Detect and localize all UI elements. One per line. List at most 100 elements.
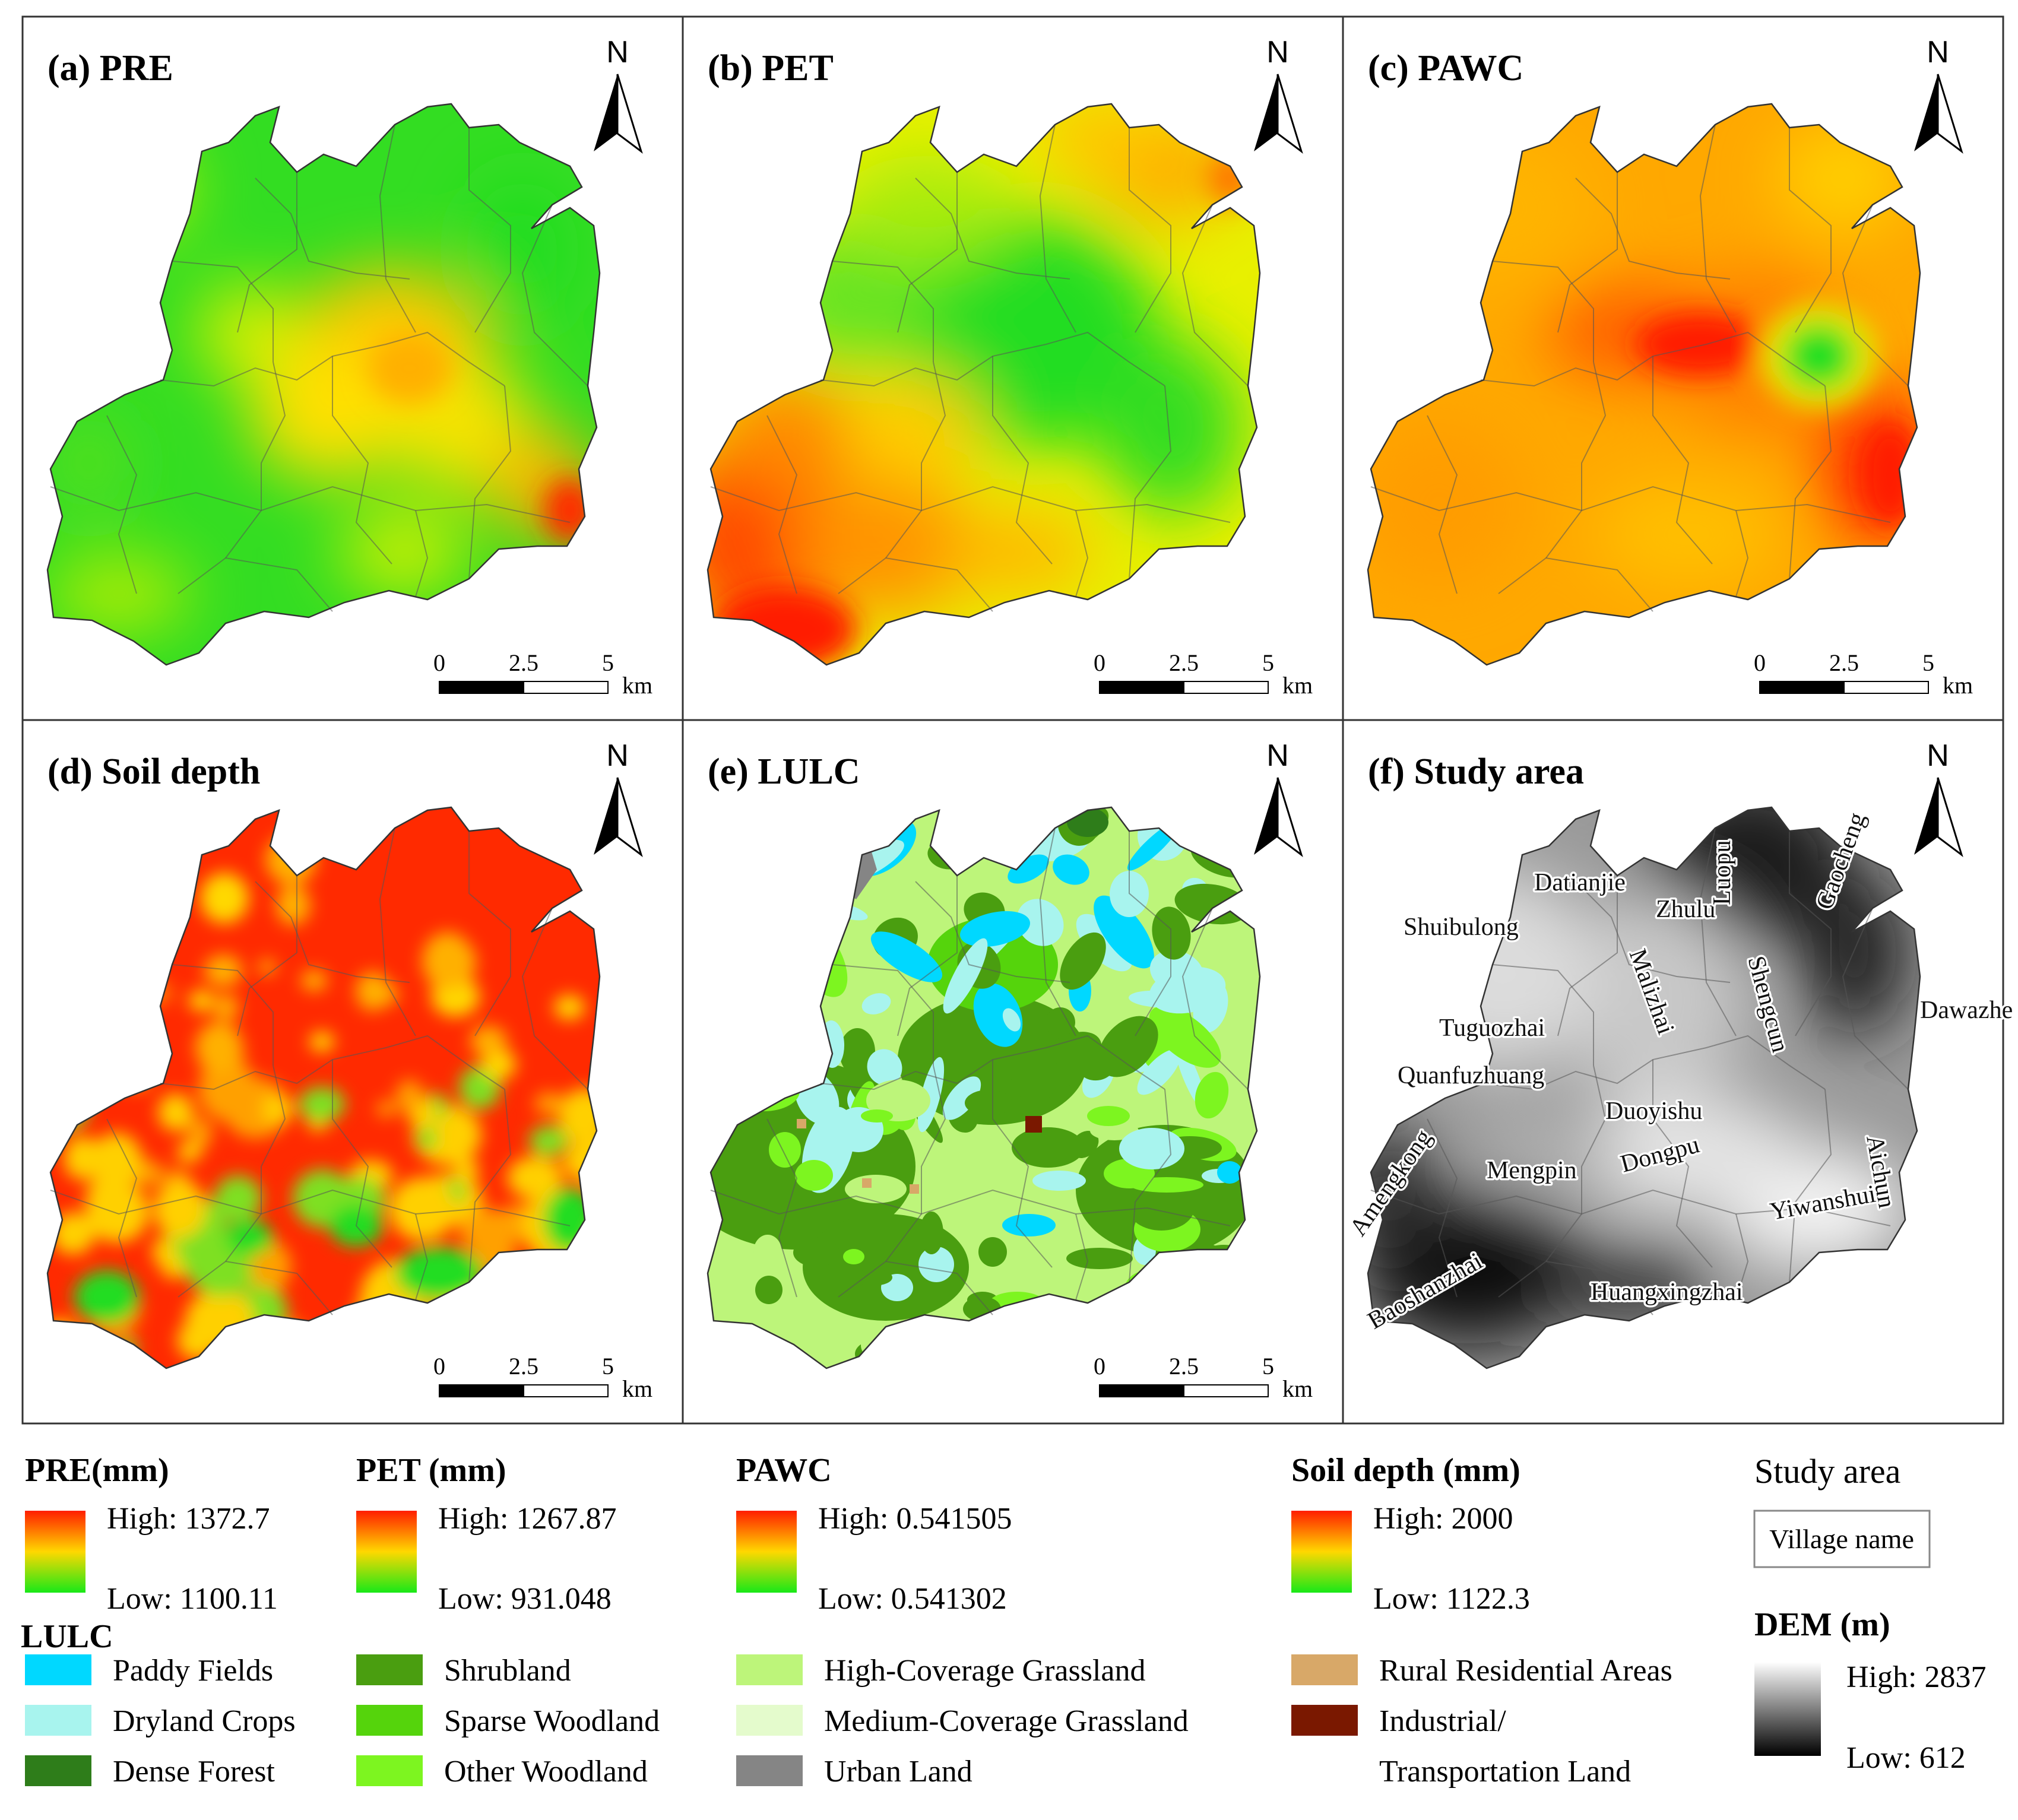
village-label: Dawazhe [1920, 997, 2013, 1024]
legend-lulc-item: Urban Land [736, 1755, 972, 1789]
legend-lulc-item: Sparse Woodland [356, 1704, 660, 1738]
legend-lulc-label: Sparse Woodland [444, 1704, 660, 1738]
legend-high: High: 1372.7 [107, 1502, 270, 1536]
legend-lulc-label: Other Woodland [444, 1755, 648, 1789]
panel-title: (e) LULC [708, 752, 860, 792]
panel-c-overlay: (c) PAWC N 0 2.5 5 km [1368, 35, 1973, 699]
panel-pet-map [707, 103, 1261, 666]
legend-village-name: Village name [1769, 1524, 1914, 1554]
legend-swatch [356, 1755, 423, 1786]
legend-low: Low: 0.541302 [818, 1582, 1007, 1616]
panel-f-overlay: (f) Study area N [1368, 738, 1963, 857]
panel-title: (a) PRE [47, 48, 173, 88]
panel-soil-depth-map [46, 806, 601, 1369]
village-label: Zhulu [1656, 896, 1715, 923]
legend-high: High: 1267.87 [438, 1502, 616, 1536]
scale-tick-label: 2.5 [1169, 1353, 1199, 1380]
legend-title: PRE(mm) [25, 1452, 169, 1489]
legend-lulc-item: Dryland Crops [25, 1704, 296, 1738]
scale-tick-label: 0 [433, 1353, 445, 1380]
north-label: N [1927, 738, 1949, 773]
legend-swatch [356, 1654, 423, 1685]
legend-lulc-label: Rural Residential Areas [1379, 1654, 1672, 1688]
scale-bar: 0 2.5 5 km [1754, 649, 1973, 699]
legend-lulc-item: Medium-Coverage Grassland [736, 1704, 1189, 1738]
village-label: Tuguozhai [1439, 1014, 1545, 1042]
village-label: Datianjie [1534, 869, 1626, 896]
panel-title: (c) PAWC [1368, 48, 1523, 88]
scale-tick-label: 2.5 [1829, 649, 1859, 676]
panel-title: (f) Study area [1368, 752, 1584, 792]
scale-tick-label: 2.5 [509, 649, 538, 676]
legend-swatch [25, 1755, 91, 1786]
legend-title: PAWC [736, 1452, 832, 1489]
legend-title: PET (mm) [356, 1452, 506, 1489]
panel-b-overlay: (b) PET N 0 2.5 5 km [708, 35, 1313, 699]
legend-lulc-item: Paddy Fields [25, 1654, 273, 1688]
north-label: N [606, 738, 629, 773]
legend-lulc-label: Shrubland [444, 1654, 571, 1688]
north-arrow-icon: N [1914, 35, 1963, 154]
legend-color-ramp [356, 1511, 417, 1593]
legend-low: Low: 1122.3 [1373, 1582, 1530, 1616]
legend-swatch [736, 1755, 803, 1786]
panel-a-overlay: (a) PRE N 0 2.5 5 km [47, 35, 652, 699]
legend-dem: DEM (m) High: 2837 Low: 612 [1754, 1606, 1986, 1775]
legend-color-ramp [1291, 1511, 1352, 1593]
legend-lulc-label: Urban Land [824, 1755, 972, 1789]
legend-swatch [25, 1654, 91, 1685]
legend-lulc-item: Industrial/ [1291, 1704, 1506, 1738]
legend-title: Soil depth (mm) [1291, 1452, 1520, 1489]
legend-title: LULC [21, 1618, 113, 1655]
scale-tick-label: 0 [433, 649, 445, 676]
panel-frames [21, 15, 2004, 1425]
scale-tick-label: 2.5 [1169, 649, 1199, 676]
legend-lulc-label: Transportation Land [1379, 1755, 1631, 1789]
north-label: N [1927, 35, 1949, 69]
legend-lulc-item: Other Woodland [356, 1755, 648, 1789]
legend-swatch [736, 1654, 803, 1685]
scale-unit: km [622, 672, 652, 699]
legend-high: High: 2837 [1846, 1660, 1986, 1694]
scale-tick-label: 5 [602, 649, 614, 676]
legend-lulc-label: Medium-Coverage Grassland [824, 1704, 1189, 1738]
scale-tick-label: 0 [1094, 1353, 1105, 1380]
scale-tick-label: 5 [1922, 649, 1934, 676]
north-arrow-icon: N [1254, 35, 1303, 154]
legend-color-ramp [25, 1511, 85, 1593]
legend-high: High: 0.541505 [818, 1502, 1012, 1536]
scale-tick-label: 5 [602, 1353, 614, 1380]
legend-title: Study area [1754, 1452, 1900, 1491]
scale-unit: km [1943, 672, 1973, 699]
legend-lulc-item: Rural Residential Areas [1291, 1654, 1672, 1688]
legend-swatch [25, 1705, 91, 1736]
legend-low: Low: 612 [1846, 1741, 1966, 1775]
legend-swatch [736, 1705, 803, 1736]
legend: PRE(mm) High: 1372.7 Low: 1100.11 PET (mm) H… [21, 1452, 1986, 1789]
scale-bar: 0 2.5 5 km [1094, 1353, 1313, 1402]
legend-lulc-item: Dense Forest [25, 1755, 275, 1789]
legend-pawc: PAWC High: 0.541505 Low: 0.541302 [736, 1452, 1012, 1616]
panel-pre-map [46, 103, 601, 666]
scale-tick-label: 5 [1262, 649, 1274, 676]
village-label: Shuibulong [1404, 914, 1519, 941]
village-label: Mengpin [1487, 1157, 1577, 1184]
legend-swatch [356, 1705, 423, 1736]
village-label: Duoyishu [1605, 1098, 1702, 1125]
north-label: N [606, 35, 629, 69]
scale-tick-label: 0 [1754, 649, 1766, 676]
village-label: Luopu [1709, 840, 1736, 905]
panel-title: (b) PET [708, 48, 834, 88]
scale-bar: 0 2.5 5 km [433, 649, 652, 699]
legend-lulc-label: Paddy Fields [113, 1654, 273, 1688]
legend-swatch [1291, 1705, 1358, 1736]
village-label: Quanfuzhuang [1398, 1062, 1544, 1089]
legend-title: DEM (m) [1754, 1606, 1890, 1643]
panel-d-overlay: (d) Soil depth N 0 2.5 5 km [47, 738, 652, 1402]
scale-bar: 0 2.5 5 km [433, 1353, 652, 1402]
legend-color-ramp [736, 1511, 797, 1593]
scale-unit: km [1282, 672, 1313, 699]
scale-unit: km [622, 1375, 652, 1402]
